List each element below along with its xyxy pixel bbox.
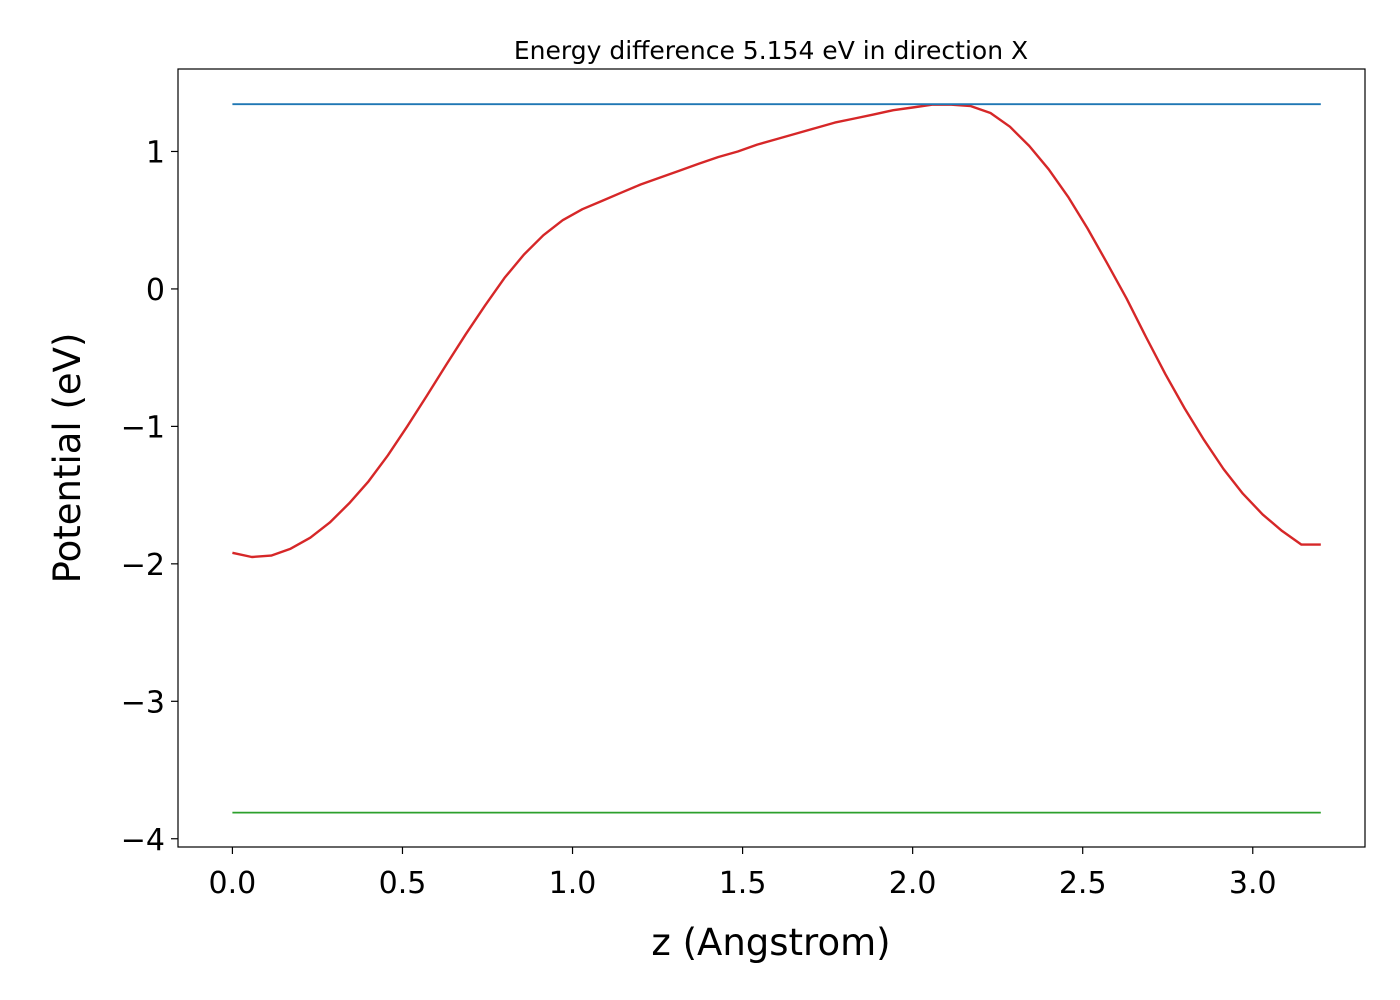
plot-frame: [177, 68, 1366, 848]
y-tick-label: −1: [121, 410, 165, 445]
x-axis-label: z (Angstrom): [651, 921, 890, 964]
x-tick-label: 0.0: [209, 866, 257, 901]
x-axis: 0.0 0.5 1.0 1.5 2.0 2.5 3.0: [209, 847, 1277, 901]
x-tick-label: 2.0: [889, 866, 937, 901]
x-tick-label: 0.5: [379, 866, 427, 901]
x-tick-label: 1.0: [549, 866, 597, 901]
y-tick-label: −4: [121, 823, 165, 858]
y-axis-label: Potential (eV): [46, 333, 89, 584]
y-tick-label: 1: [146, 135, 165, 170]
series-layer: [232, 103, 1321, 814]
x-tick-label: 3.0: [1229, 866, 1277, 901]
y-tick-label: 0: [146, 273, 165, 308]
chart-title: Energy difference 5.154 eV in direction …: [514, 36, 1028, 65]
y-tick-label: −3: [121, 685, 165, 720]
series-line-0: [232, 103, 1321, 559]
x-tick-label: 2.5: [1059, 866, 1107, 901]
y-axis: 1 0 −1 −2 −3 −4: [121, 135, 178, 858]
y-tick-label: −2: [121, 548, 165, 583]
x-tick-label: 1.5: [719, 866, 767, 901]
